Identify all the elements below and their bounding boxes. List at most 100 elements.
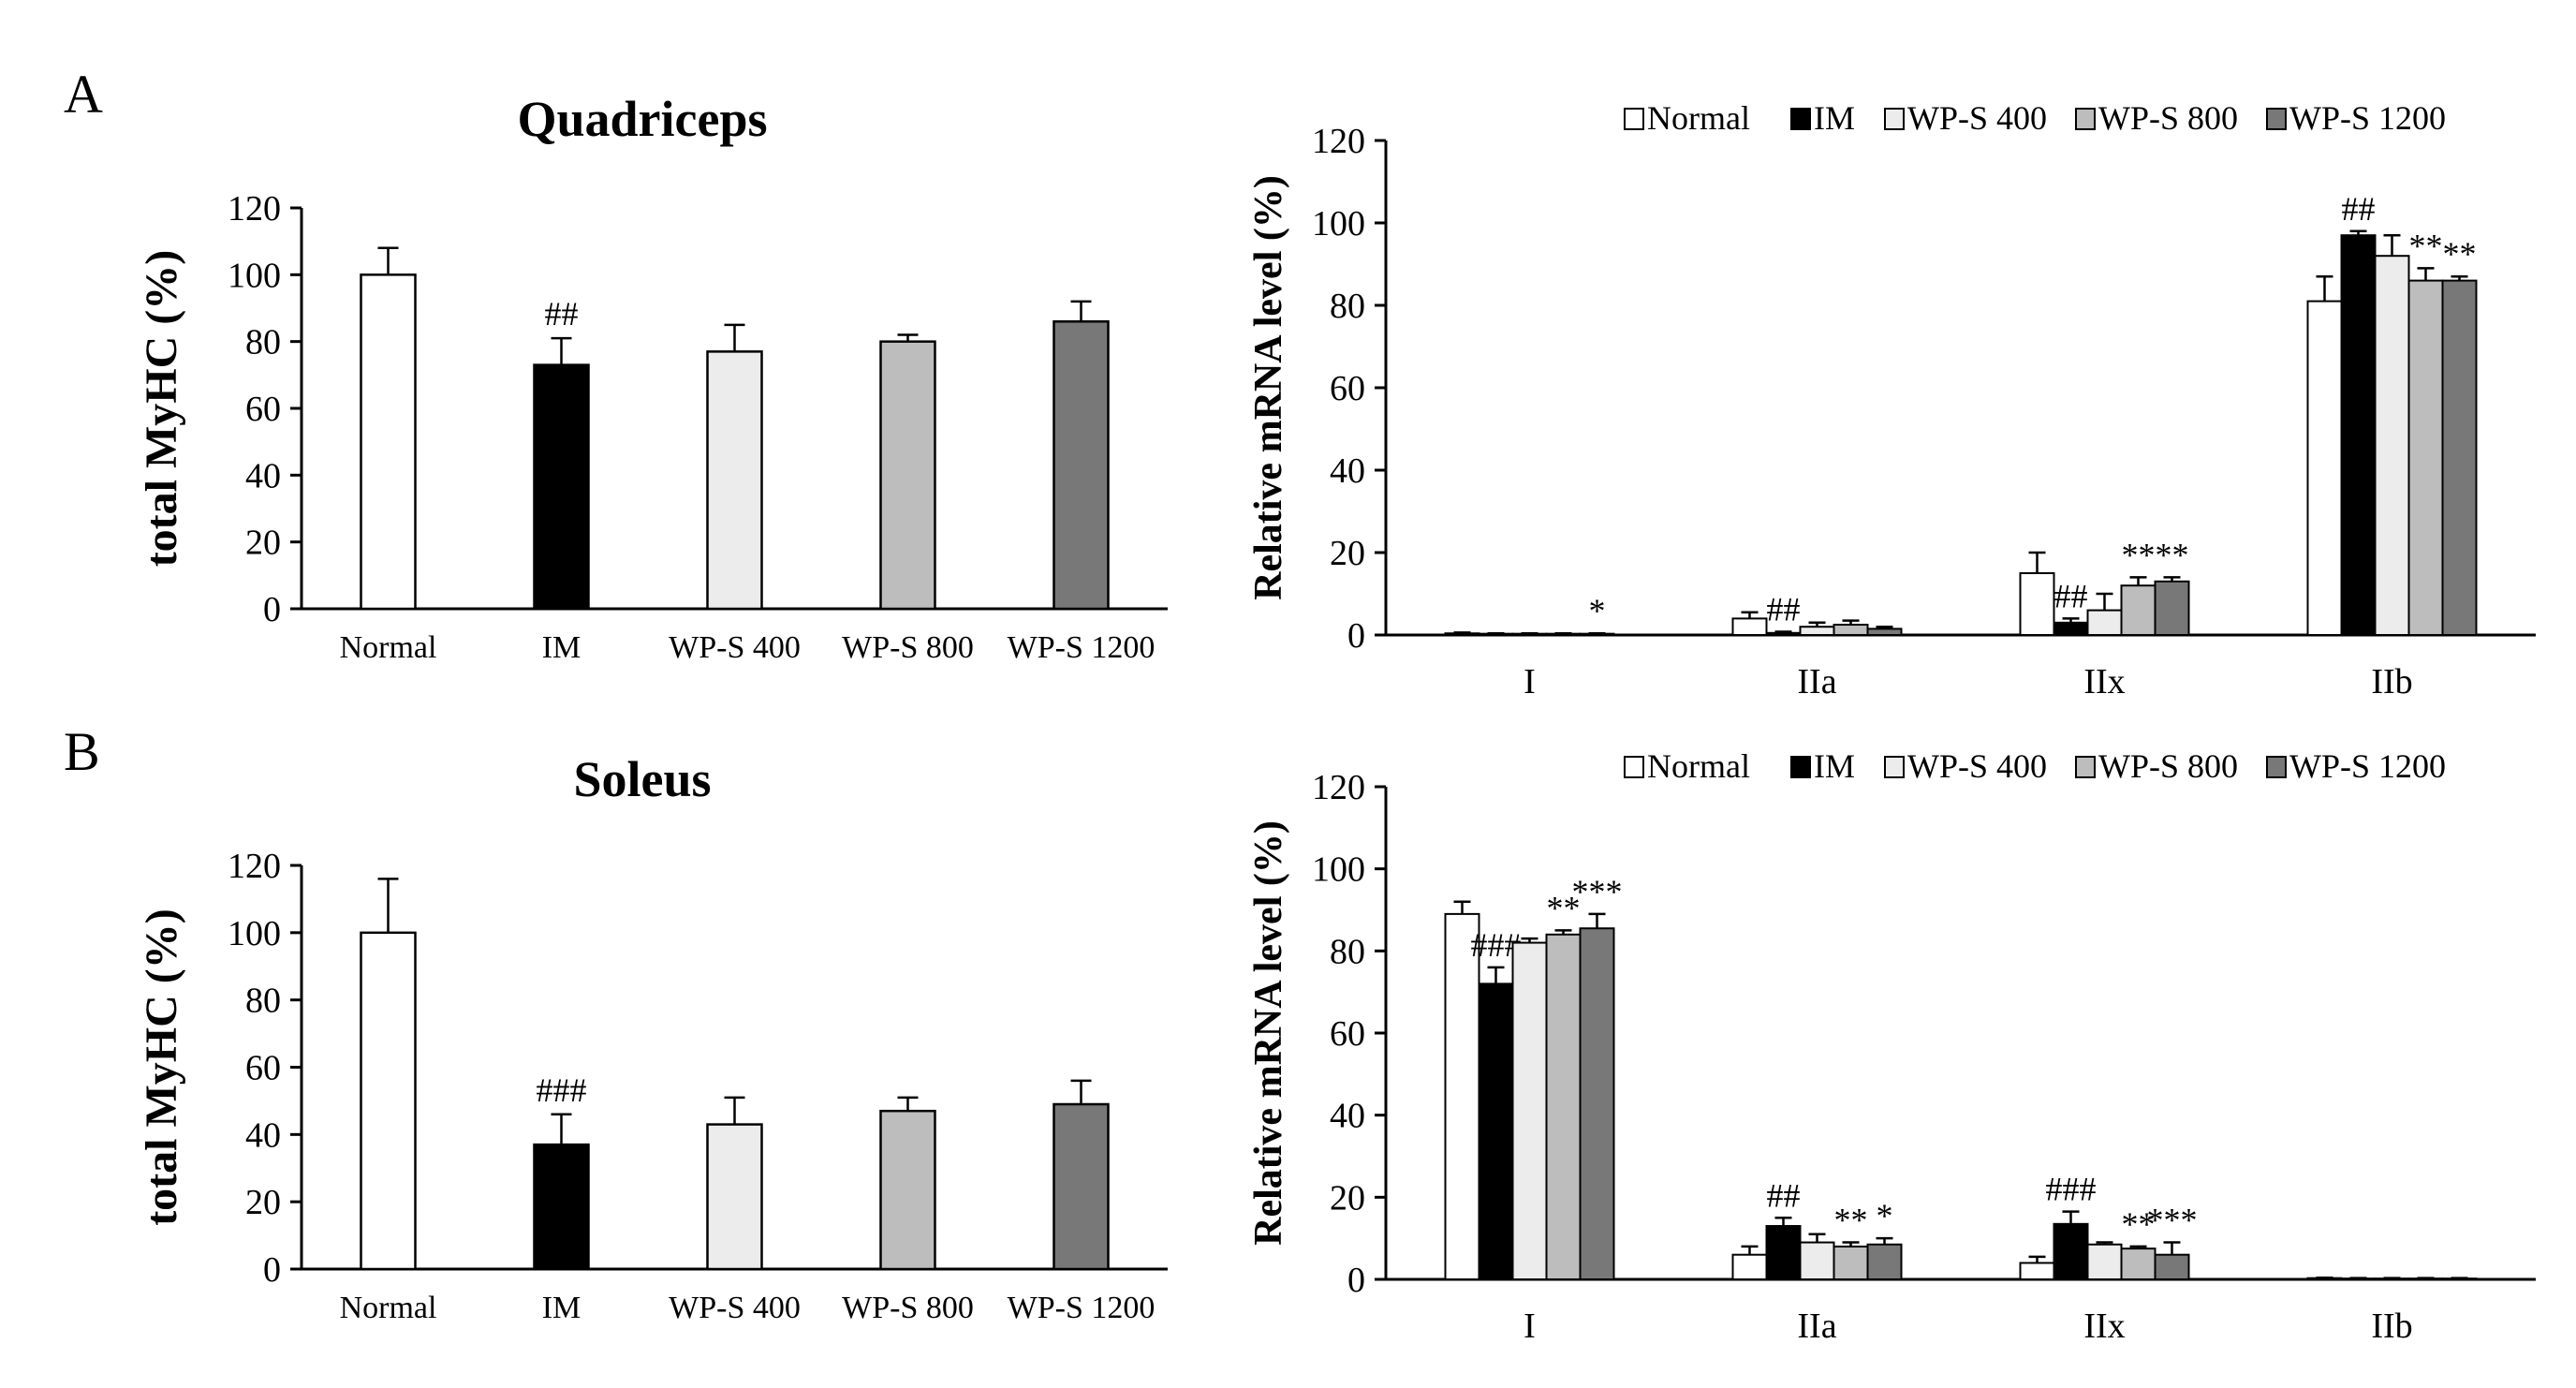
significance-label: ## xyxy=(2054,577,2088,614)
bar xyxy=(2120,584,2156,637)
bar xyxy=(1478,982,1514,1281)
legend-label: Normal xyxy=(1647,99,1750,137)
legend-swatch xyxy=(1624,108,1644,130)
panel-letter-b: B xyxy=(64,721,100,782)
bar xyxy=(1731,617,1768,637)
significance-label: ## xyxy=(1767,590,1801,628)
legend-label: IM xyxy=(1814,747,1855,785)
significance-label: ### xyxy=(537,1071,587,1109)
bar xyxy=(2154,1253,2190,1280)
x-tick-label: IIx xyxy=(2083,1307,2125,1346)
y-tick-label: 60 xyxy=(245,390,281,429)
y-tick-label: 20 xyxy=(1330,1178,1365,1218)
bar xyxy=(1833,1245,1869,1281)
bar xyxy=(2120,1248,2156,1280)
y-axis-label: total MyHC (%) xyxy=(137,908,186,1226)
x-tick-label: IIx xyxy=(2083,662,2125,701)
legend-swatch xyxy=(2266,756,2287,778)
bar xyxy=(1765,1225,1802,1281)
y-tick-label: 20 xyxy=(245,1183,281,1222)
bar xyxy=(879,1109,936,1271)
y-tick-label: 0 xyxy=(263,590,281,629)
bar xyxy=(706,1123,763,1271)
y-tick-label: 0 xyxy=(263,1250,281,1290)
y-tick-label: 60 xyxy=(1330,369,1365,408)
y-tick-label: 40 xyxy=(1330,451,1365,491)
y-tick-label: 0 xyxy=(1347,616,1365,656)
x-tick-label: Normal xyxy=(340,1291,437,1325)
bar xyxy=(879,340,936,611)
y-axis-label: Relative mRNA level (%) xyxy=(1247,820,1290,1246)
legend: Normal IM WP-S 400 WP-S 800 WP-S 1200 xyxy=(1624,747,2446,785)
bar xyxy=(360,931,417,1271)
bar xyxy=(2053,1222,2089,1280)
legend-swatch xyxy=(1884,756,1905,778)
bar xyxy=(533,363,590,611)
bar xyxy=(1731,1253,1768,1280)
bar xyxy=(2086,609,2123,636)
legend-swatch xyxy=(2075,108,2096,130)
x-tick-label: IM xyxy=(542,630,581,665)
legend-label: WP-S 400 xyxy=(1907,99,2047,137)
soleus-mrna-chart: 0 20 40 60 80 100 120 Relative mRNA level (%) ##… xyxy=(1247,747,2536,1346)
y-tick-label: 60 xyxy=(1330,1014,1365,1054)
significance-label: ## xyxy=(1767,1176,1801,1214)
bar xyxy=(2019,1262,2055,1281)
legend-swatch xyxy=(1790,756,1811,778)
legend-swatch xyxy=(1790,108,1811,130)
bar xyxy=(2154,580,2190,636)
bar xyxy=(2441,279,2478,636)
significance-label: ** xyxy=(2122,1205,2156,1243)
x-tick-label: WP-S 1200 xyxy=(1008,630,1156,665)
bar xyxy=(1799,1241,1835,1281)
y-tick-label: 20 xyxy=(1330,534,1365,573)
significance-label: ** xyxy=(2156,536,2189,573)
legend-swatch xyxy=(2266,108,2287,130)
y-tick-label: 100 xyxy=(228,914,281,953)
y-tick-label: 120 xyxy=(228,847,281,886)
legend-label: Normal xyxy=(1647,747,1750,785)
bar xyxy=(1866,1243,1903,1281)
y-tick-label: 120 xyxy=(228,189,281,229)
y-tick-label: 100 xyxy=(1312,204,1365,244)
y-tick-label: 80 xyxy=(1330,932,1365,971)
x-tick-label: Normal xyxy=(340,630,437,665)
y-tick-label: 40 xyxy=(1330,1097,1365,1136)
significance-label: *** xyxy=(2147,1202,2198,1239)
y-tick-label: 20 xyxy=(245,524,281,563)
bar xyxy=(533,1143,590,1271)
x-tick-label: I xyxy=(1524,662,1536,701)
bar xyxy=(1052,1102,1110,1271)
significance-label: *** xyxy=(1572,873,1623,910)
bar xyxy=(1511,941,1548,1280)
significance-label: ** xyxy=(1547,889,1581,926)
x-tick-label: IIb xyxy=(2371,1307,2412,1346)
bar xyxy=(1052,320,1110,611)
significance-label: ## xyxy=(2342,190,2376,228)
x-tick-label: WP-S 800 xyxy=(842,1291,974,1325)
bar xyxy=(1833,624,1869,636)
x-tick-label: WP-S 800 xyxy=(842,630,974,665)
y-tick-label: 60 xyxy=(245,1049,281,1088)
y-tick-label: 40 xyxy=(245,456,281,495)
bar xyxy=(2086,1243,2123,1281)
significance-label: ** xyxy=(2122,536,2156,573)
bar xyxy=(1579,927,1615,1280)
significance-label: ** xyxy=(1834,1202,1868,1239)
bar xyxy=(360,273,417,611)
chart-title: Soleus xyxy=(573,751,711,807)
significance-label: * xyxy=(1589,592,1606,629)
bar xyxy=(1799,626,1835,637)
legend-label: WP-S 1200 xyxy=(2289,99,2446,137)
panel-letter-a: A xyxy=(64,64,103,125)
bar xyxy=(2374,255,2410,636)
x-tick-label: WP-S 400 xyxy=(669,630,801,665)
y-tick-label: 120 xyxy=(1312,122,1365,161)
y-tick-label: 100 xyxy=(228,256,281,295)
bar xyxy=(706,350,763,611)
soleus-total-myhc-chart: 0 20 40 60 80 100 120 total MyHC (%) Soleus Norma… xyxy=(137,751,1168,1325)
y-tick-label: 40 xyxy=(245,1115,281,1155)
significance-label: * xyxy=(1877,1197,1893,1234)
x-tick-label: IIa xyxy=(1797,662,1836,701)
